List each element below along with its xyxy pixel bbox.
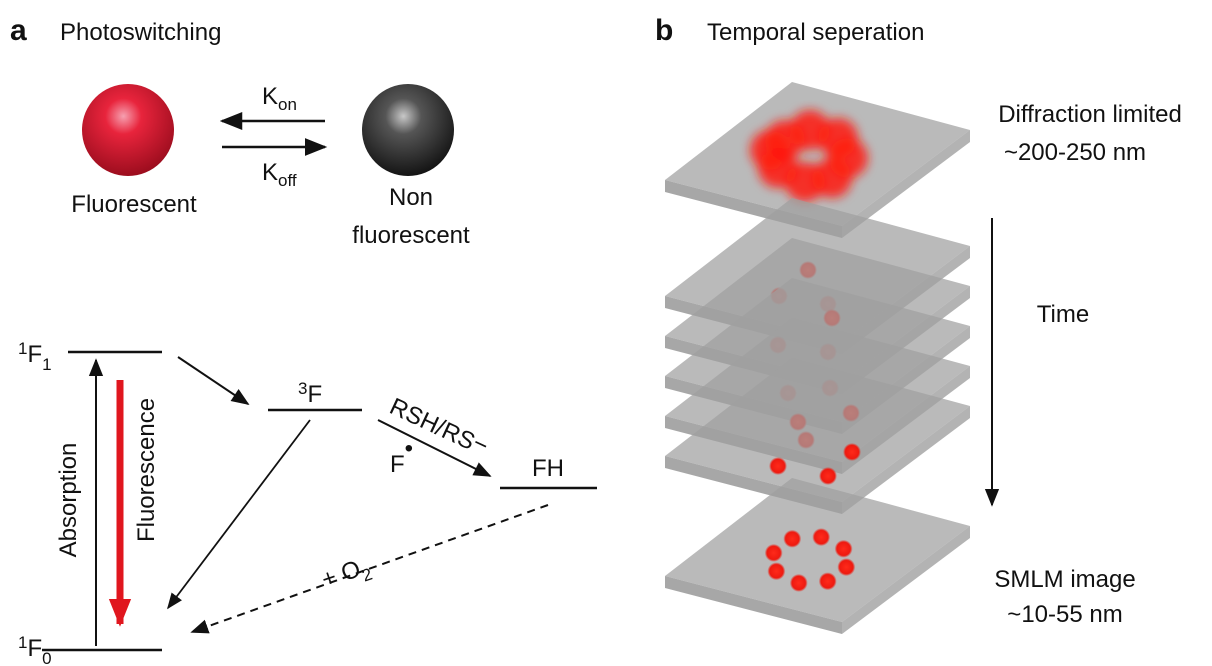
level-label: 1F0: [18, 633, 52, 666]
annotation: Time: [1037, 301, 1089, 328]
emitter: [819, 467, 837, 485]
annotation: ~10-55 nm: [1007, 601, 1122, 628]
figure: a Photoswitching Kon Koff Fluorescent No…: [0, 0, 1212, 666]
fluorescent-sphere: [82, 84, 174, 176]
fluorescence-label: Fluorescence: [133, 398, 160, 542]
panel-title: Photoswitching: [60, 19, 221, 46]
emitter: [767, 562, 785, 580]
plane: [665, 82, 970, 226]
k-off: Koff: [262, 159, 297, 190]
emitter: [812, 528, 830, 546]
level-label: 3F: [298, 379, 322, 408]
emitter: [835, 540, 853, 558]
emitter: [843, 443, 861, 461]
emitter: [769, 457, 787, 475]
panel-letter: b: [655, 14, 673, 47]
arrow: [192, 505, 548, 632]
arrow: [168, 420, 310, 608]
plane-stack: [665, 82, 970, 634]
emitter: [765, 544, 783, 562]
emitter: [783, 530, 801, 548]
absorption-label: Absorption: [55, 443, 82, 558]
state-label: Non: [389, 184, 433, 211]
annotation: ~200-250 nm: [1004, 139, 1146, 166]
k-on: Kon: [262, 83, 297, 114]
plane: [665, 478, 970, 622]
dark-sphere: [362, 84, 454, 176]
state-label: fluorescent: [352, 222, 470, 249]
panel-title: Temporal seperation: [707, 19, 924, 46]
annotation: Diffraction limited: [998, 101, 1182, 128]
radical-label: F•: [390, 435, 413, 478]
emitter: [750, 130, 790, 170]
emitter: [837, 558, 855, 576]
oxygen-label: + O2: [318, 552, 375, 598]
level-label: FH: [532, 455, 564, 482]
emitter: [790, 574, 808, 592]
emitter: [819, 572, 837, 590]
panel-letter: a: [10, 14, 27, 47]
level-label: 1F1: [18, 339, 52, 374]
state-label: Fluorescent: [71, 191, 197, 218]
arrow: [178, 357, 248, 404]
annotation: SMLM image: [994, 566, 1135, 593]
